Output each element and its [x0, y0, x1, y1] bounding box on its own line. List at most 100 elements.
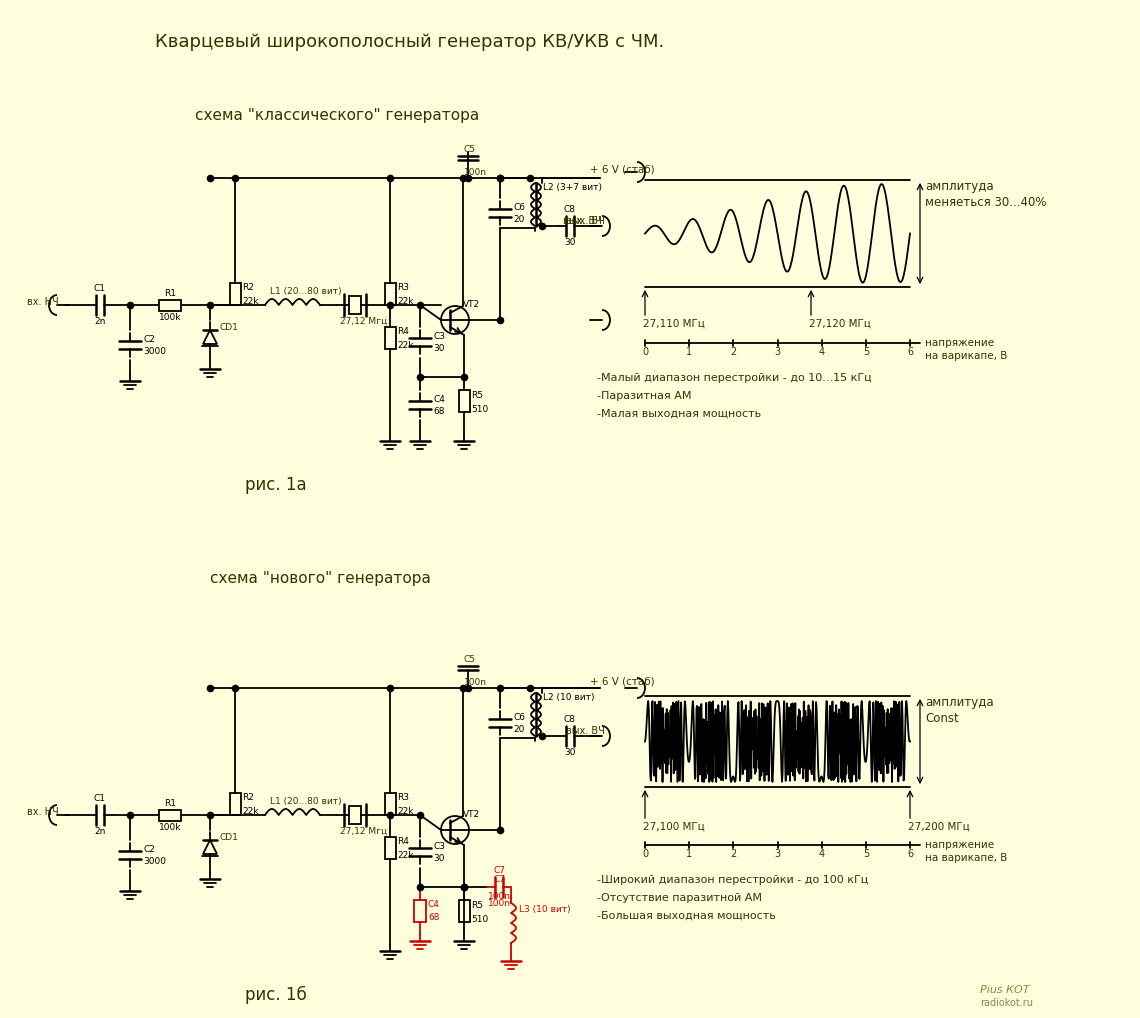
Text: схема "нового" генератора: схема "нового" генератора: [210, 570, 431, 585]
Text: 68: 68: [433, 407, 445, 416]
Bar: [158, 299, 181, 310]
Text: амплитуда: амплитуда: [925, 696, 994, 709]
Text: на варикапе, В: на варикапе, В: [925, 351, 1008, 361]
Bar: [349, 806, 361, 824]
Text: R1: R1: [164, 798, 176, 807]
Text: C3: C3: [433, 332, 445, 341]
Text: Рius КОТ: Рius КОТ: [980, 985, 1029, 995]
Text: C4: C4: [428, 900, 440, 909]
Text: 100n: 100n: [488, 892, 511, 901]
Text: 100n: 100n: [488, 899, 511, 908]
Text: 3: 3: [774, 347, 781, 357]
Bar: [384, 327, 396, 349]
Text: 27,120 МГц: 27,120 МГц: [809, 319, 871, 329]
Text: 22k: 22k: [242, 297, 259, 306]
Text: вх. НЧ: вх. НЧ: [27, 807, 59, 817]
Text: CD1: CD1: [220, 833, 239, 842]
Text: -Широкий диапазон перестройки - до 100 кГц: -Широкий диапазон перестройки - до 100 к…: [597, 875, 869, 885]
Text: R4: R4: [397, 327, 409, 336]
Text: 0: 0: [642, 347, 648, 357]
Text: -Малый диапазон перестройки - до 10...15 кГц: -Малый диапазон перестройки - до 10...15…: [597, 373, 872, 383]
Text: 22k: 22k: [242, 807, 259, 816]
Bar: [229, 283, 241, 305]
Text: 22k: 22k: [397, 297, 414, 306]
Text: напряжение: напряжение: [925, 840, 994, 850]
Text: 22k: 22k: [397, 851, 414, 860]
Text: 30: 30: [564, 238, 576, 247]
Text: C7: C7: [492, 866, 505, 875]
Text: 3: 3: [774, 849, 781, 859]
Text: C1: C1: [93, 794, 106, 803]
Bar: [384, 837, 396, 859]
Bar: [414, 900, 426, 922]
Text: C5: C5: [464, 655, 477, 664]
Text: схема "классического" генератора: схема "классического" генератора: [195, 108, 479, 122]
Text: -Паразитная АМ: -Паразитная АМ: [597, 391, 692, 401]
Text: radiokot.ru: radiokot.ru: [980, 998, 1033, 1008]
Bar: [458, 900, 470, 922]
Text: 30: 30: [433, 344, 445, 353]
Bar: [384, 793, 396, 815]
Text: Const: Const: [925, 712, 959, 725]
Bar: [384, 283, 396, 305]
Text: Кварцевый широкополосный генератор КВ/УКВ с ЧМ.: Кварцевый широкополосный генератор КВ/УК…: [155, 33, 665, 51]
Text: вых. ВЧ: вых. ВЧ: [567, 726, 605, 736]
Text: -Отсутствие паразитной АМ: -Отсутствие паразитной АМ: [597, 893, 762, 903]
Text: 3000: 3000: [142, 857, 166, 866]
Text: R3: R3: [397, 283, 409, 292]
Text: 2n: 2n: [95, 827, 106, 836]
Text: R3: R3: [397, 793, 409, 802]
Text: R5: R5: [471, 391, 483, 400]
Text: 27,12 Мгц: 27,12 Мгц: [340, 317, 388, 326]
Text: 27,200 МГц: 27,200 МГц: [907, 822, 970, 832]
Text: вх. НЧ: вх. НЧ: [27, 297, 59, 307]
Text: L1 (20...80 вит): L1 (20...80 вит): [270, 287, 342, 296]
Text: 22k: 22k: [397, 807, 414, 816]
Text: вых. ВЧ: вых. ВЧ: [563, 216, 602, 226]
Text: VT2: VT2: [463, 810, 480, 819]
Text: 100k: 100k: [158, 823, 181, 832]
Text: R5: R5: [471, 901, 483, 910]
Text: R4: R4: [397, 837, 409, 846]
Text: 5: 5: [863, 347, 869, 357]
Text: CD1: CD1: [220, 323, 239, 332]
Text: рис. 1а: рис. 1а: [245, 476, 307, 494]
Text: 27,100 МГц: 27,100 МГц: [643, 822, 705, 832]
Text: 5: 5: [863, 849, 869, 859]
Text: C5: C5: [464, 145, 477, 154]
Text: 4: 4: [819, 849, 824, 859]
Text: 27,12 Мгц: 27,12 Мгц: [340, 827, 388, 836]
Text: 27,110 МГц: 27,110 МГц: [643, 319, 705, 329]
Text: 100k: 100k: [158, 313, 181, 322]
Text: 100n: 100n: [464, 678, 487, 687]
Text: + 6 V (стаб): + 6 V (стаб): [591, 676, 654, 686]
Text: C1: C1: [93, 284, 106, 293]
Text: 22k: 22k: [397, 341, 414, 350]
Text: C7: C7: [492, 875, 505, 884]
Text: 1: 1: [686, 849, 692, 859]
Bar: [229, 793, 241, 815]
Text: L3 (10 вит): L3 (10 вит): [519, 905, 571, 914]
Text: 3000: 3000: [142, 347, 166, 356]
Text: C4: C4: [433, 395, 445, 404]
Text: амплитуда: амплитуда: [925, 180, 994, 193]
Text: -Большая выходная мощность: -Большая выходная мощность: [597, 911, 775, 921]
Text: VT2: VT2: [463, 300, 480, 309]
Text: C3: C3: [433, 842, 445, 851]
Text: на варикапе, В: на варикапе, В: [925, 853, 1008, 863]
Text: -Малая выходная мощность: -Малая выходная мощность: [597, 409, 762, 419]
Text: L2 (10 вит): L2 (10 вит): [543, 693, 594, 702]
Text: рис. 1б: рис. 1б: [245, 985, 307, 1004]
Text: 30: 30: [564, 748, 576, 757]
Text: L1 (20...80 вит): L1 (20...80 вит): [270, 797, 342, 806]
Text: 1: 1: [686, 347, 692, 357]
Text: 2: 2: [731, 849, 736, 859]
Text: 20: 20: [513, 725, 524, 734]
Text: R2: R2: [242, 283, 254, 292]
Text: 6: 6: [907, 849, 913, 859]
Text: R1: R1: [164, 288, 176, 297]
Text: напряжение: напряжение: [925, 338, 994, 348]
Text: C2: C2: [142, 845, 155, 854]
Text: 100n: 100n: [464, 168, 487, 177]
Text: вых. ВЧ: вых. ВЧ: [567, 216, 605, 226]
